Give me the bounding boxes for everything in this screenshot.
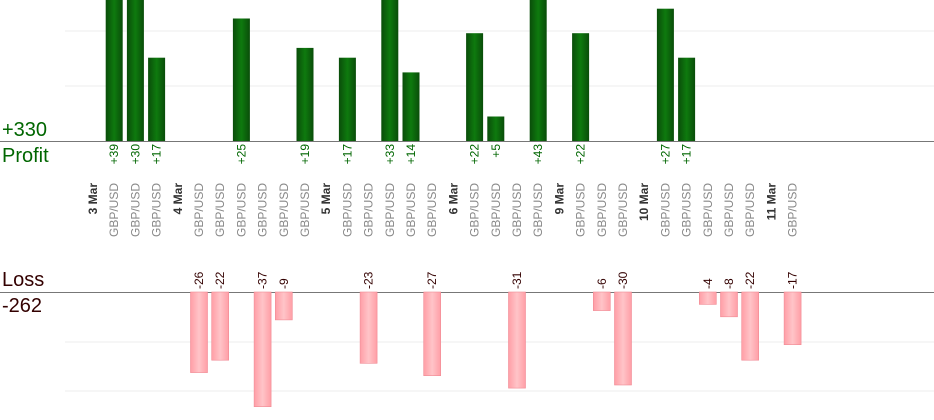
profit-value-label: +17 xyxy=(340,144,354,165)
loss-bar xyxy=(783,291,802,346)
profit-value-label: +43 xyxy=(531,144,545,165)
date-label: 3 Mar xyxy=(86,183,100,215)
loss-bar xyxy=(359,291,378,364)
pair-label: GBP/USD xyxy=(574,183,588,237)
profit-value-label: +17 xyxy=(150,144,164,165)
profit-value-label: +22 xyxy=(468,144,482,165)
loss-bar xyxy=(190,291,208,373)
pair-label: GBP/USD xyxy=(510,183,524,237)
profit-value-label: +14 xyxy=(404,144,418,165)
profit-bar xyxy=(678,57,696,142)
profit-bar xyxy=(381,0,399,141)
pair-label: GBP/USD xyxy=(277,183,291,237)
profit-total: +330 xyxy=(2,119,48,141)
loss-bar xyxy=(614,291,632,386)
date-label: 11 Mar xyxy=(764,183,778,221)
profit-bar xyxy=(572,33,590,142)
profit-value-label: +19 xyxy=(298,144,312,165)
pair-label: GBP/USD xyxy=(150,183,164,237)
pair-label: GBP/USD xyxy=(362,183,376,237)
date-label: 4 Mar xyxy=(171,183,185,215)
profit-value-label: +22 xyxy=(574,144,588,165)
profit-bar xyxy=(148,57,166,142)
profit-bar xyxy=(529,0,547,141)
loss-value-label: -23 xyxy=(362,271,376,289)
profit-bar xyxy=(466,33,484,142)
pair-label: GBP/USD xyxy=(128,183,142,237)
pair-label: GBP/USD xyxy=(383,183,397,237)
profit-value-label: +5 xyxy=(489,144,503,158)
loss-bar xyxy=(253,291,272,407)
loss-bar xyxy=(592,291,611,311)
pair-label: GBP/USD xyxy=(256,183,270,237)
pair-label: GBP/USD xyxy=(786,183,800,237)
date-label: 6 Mar xyxy=(446,183,460,215)
profit-bar xyxy=(656,8,674,142)
loss-value-label: -22 xyxy=(743,271,757,289)
profit-value-label: +17 xyxy=(680,144,694,165)
loss-value-label: -31 xyxy=(510,271,524,289)
loss-bar xyxy=(508,291,526,389)
profit-label: Profit xyxy=(2,145,49,167)
pair-label: GBP/USD xyxy=(192,183,206,237)
profit-bar xyxy=(487,116,505,141)
loss-bar xyxy=(274,291,293,321)
pair-label: GBP/USD xyxy=(425,183,439,237)
pair-label: GBP/USD xyxy=(107,183,121,237)
profit-value-label: +33 xyxy=(383,144,397,165)
pair-label: GBP/USD xyxy=(701,183,715,237)
loss-value-label: -26 xyxy=(192,271,206,289)
profit-bar xyxy=(402,72,420,141)
pair-label: GBP/USD xyxy=(404,183,418,237)
loss-value-label: -37 xyxy=(256,271,270,289)
loss-bar xyxy=(423,291,442,376)
pair-label: GBP/USD xyxy=(743,183,757,237)
date-label: 10 Mar xyxy=(637,183,651,221)
gridlines xyxy=(65,30,934,392)
pair-label: GBP/USD xyxy=(658,183,672,237)
pair-label: GBP/USD xyxy=(595,183,609,237)
bars xyxy=(105,0,802,407)
profit-value-label: +27 xyxy=(658,144,672,165)
pair-label: GBP/USD xyxy=(468,183,482,237)
pair-label: GBP/USD xyxy=(531,183,545,237)
loss-bar xyxy=(741,291,760,361)
profit-bar xyxy=(232,18,250,141)
profit-value-label: +39 xyxy=(107,144,121,165)
date-label: 9 Mar xyxy=(552,183,566,215)
profit-bar xyxy=(338,57,356,142)
pair-label: GBP/USD xyxy=(340,183,354,237)
axes xyxy=(0,141,934,293)
loss-value-label: -4 xyxy=(701,278,715,289)
pair-label: GBP/USD xyxy=(298,183,312,237)
loss-value-label: -8 xyxy=(722,278,736,289)
pair-label: GBP/USD xyxy=(213,183,227,237)
pair-label: GBP/USD xyxy=(680,183,694,237)
loss-bar xyxy=(720,291,738,318)
loss-label: Loss xyxy=(2,269,45,291)
pair-label: GBP/USD xyxy=(234,183,248,237)
date-label: 5 Mar xyxy=(319,183,333,215)
pair-label: GBP/USD xyxy=(616,183,630,237)
loss-total: -262 xyxy=(2,295,43,317)
loss-value-label: -9 xyxy=(277,278,291,289)
profit-bar xyxy=(126,0,144,141)
profit-value-label: +30 xyxy=(128,144,142,165)
loss-bar xyxy=(211,291,229,361)
pair-label: GBP/USD xyxy=(722,183,736,237)
labels: 3 Mar GBP/USD +39 GBP/USD +30 GBP/USD +17 4 Mar… xyxy=(86,144,800,289)
loss-bar xyxy=(698,291,717,305)
loss-value-label: -27 xyxy=(425,271,439,289)
loss-value-label: -6 xyxy=(595,278,609,289)
pair-label: GBP/USD xyxy=(489,183,503,237)
profit-bar xyxy=(296,47,314,141)
loss-value-label: -30 xyxy=(616,271,630,289)
profit-bar xyxy=(105,0,123,142)
loss-value-label: -17 xyxy=(786,271,800,289)
profit-value-label: +25 xyxy=(234,144,248,165)
loss-value-label: -22 xyxy=(213,271,227,289)
